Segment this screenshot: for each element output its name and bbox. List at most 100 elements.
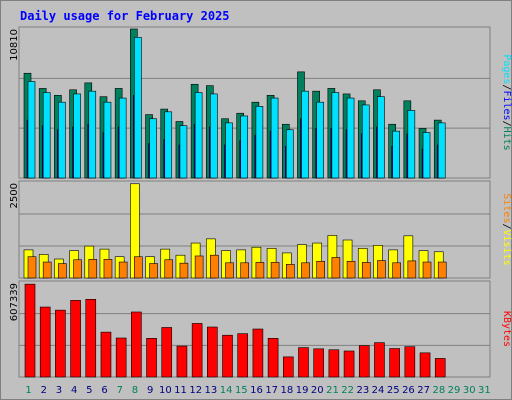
- panel-kbytes: 607339 KBytes: [9, 280, 512, 378]
- day-label: 27: [417, 385, 430, 396]
- sites-bar: [346, 260, 356, 279]
- day-label: 31: [478, 385, 491, 396]
- legend-entry: Hits: [501, 127, 512, 151]
- day-label: 12: [189, 385, 202, 396]
- legend-entry: Sites: [501, 193, 512, 223]
- sites-bar: [240, 262, 250, 279]
- legend-entry: Pages: [501, 54, 512, 84]
- kbytes-bar: [176, 345, 188, 378]
- y-max-label: 10810: [9, 29, 20, 61]
- sites-bar: [58, 263, 67, 279]
- sites-bar: [331, 257, 341, 279]
- sites-bar: [255, 262, 265, 279]
- sites-bar: [73, 259, 82, 279]
- kbytes-bar: [328, 349, 340, 378]
- pages-bar: [27, 81, 36, 179]
- pages-bar: [270, 97, 279, 179]
- pages-bar: [88, 90, 97, 179]
- sites-bar: [316, 260, 325, 279]
- pages-bar: [58, 101, 66, 179]
- sites-bar: [301, 262, 310, 279]
- y-max-label: 2500: [9, 183, 20, 208]
- kbytes-bar: [100, 331, 112, 378]
- kbytes-bar: [39, 306, 51, 378]
- legend-visits_sites: Sites/Visits: [501, 193, 512, 265]
- pages-bar: [255, 106, 264, 179]
- legend-entry: Visits: [501, 230, 512, 266]
- day-label: 23: [356, 385, 369, 396]
- y-max-label: 607339: [9, 283, 20, 321]
- sites-bar: [270, 262, 280, 279]
- day-label: 5: [86, 385, 92, 396]
- sites-bar: [149, 263, 158, 279]
- pages-bar: [164, 111, 173, 179]
- sites-bar: [285, 264, 295, 279]
- day-label: 9: [147, 385, 153, 396]
- sites-bar: [422, 261, 432, 279]
- kbytes-bar: [374, 342, 385, 378]
- pages-bar: [331, 92, 340, 179]
- sites-bar: [194, 255, 204, 279]
- day-label: 16: [250, 385, 263, 396]
- legend-entry: KBytes: [501, 311, 512, 347]
- sites-bar: [179, 262, 189, 279]
- pages-bar: [285, 129, 294, 179]
- kbytes-bar: [237, 333, 249, 378]
- kbytes-bar: [222, 334, 233, 378]
- day-label: 10: [159, 385, 172, 396]
- pages-bar: [225, 122, 233, 179]
- kbytes-bar: [161, 327, 173, 378]
- sites-bar: [377, 260, 386, 279]
- sites-bar: [407, 260, 417, 279]
- pages-bar: [149, 118, 157, 179]
- pages-bar: [42, 92, 51, 179]
- kbytes-bar: [434, 358, 446, 378]
- chart-title: Daily usage for February 2025: [20, 9, 230, 23]
- kbytes-bar: [252, 328, 264, 378]
- legend-hits_files_pages: Pages/Files/Hits: [501, 54, 512, 150]
- day-label: 20: [311, 385, 324, 396]
- kbytes-bar: [313, 348, 324, 378]
- pages-bar: [194, 92, 203, 179]
- day-label: 15: [235, 385, 248, 396]
- kbytes-bar: [55, 309, 66, 378]
- kbytes-bar: [343, 350, 355, 378]
- sites-bar: [42, 261, 52, 279]
- sites-bar: [392, 262, 401, 279]
- day-label: 21: [326, 385, 339, 396]
- legend-entry: /: [501, 223, 512, 229]
- pages-bar: [316, 101, 324, 179]
- day-label: 26: [402, 385, 415, 396]
- kbytes-bar: [146, 338, 157, 378]
- sites-bar: [103, 259, 113, 279]
- kbytes-bar: [404, 346, 416, 378]
- sites-bar: [134, 256, 143, 279]
- kbytes-bar: [70, 300, 81, 378]
- kbytes-bar: [85, 299, 97, 378]
- sites-bar: [361, 262, 371, 279]
- day-label: 30: [463, 385, 476, 396]
- pages-bar: [422, 132, 431, 179]
- day-label: 4: [71, 385, 77, 396]
- day-label: 6: [101, 385, 107, 396]
- pages-bar: [73, 93, 81, 179]
- legend-entry: /: [501, 121, 512, 127]
- day-label: 18: [281, 385, 294, 396]
- day-label: 2: [41, 385, 47, 396]
- sites-bar: [210, 254, 219, 279]
- legend-kbytes: KBytes: [501, 311, 512, 347]
- day-label: 7: [117, 385, 123, 396]
- sites-bar: [27, 256, 37, 279]
- kbytes-bar: [419, 352, 431, 378]
- pages-bar: [210, 93, 218, 179]
- pages-bar: [437, 122, 446, 179]
- legend-entry: Files: [501, 90, 512, 120]
- day-label: 22: [341, 385, 354, 396]
- day-label: 3: [56, 385, 62, 396]
- pages-bar: [134, 37, 142, 179]
- pages-bar: [179, 125, 188, 179]
- legend-entry: /: [501, 84, 512, 90]
- kbytes-bar: [191, 323, 203, 378]
